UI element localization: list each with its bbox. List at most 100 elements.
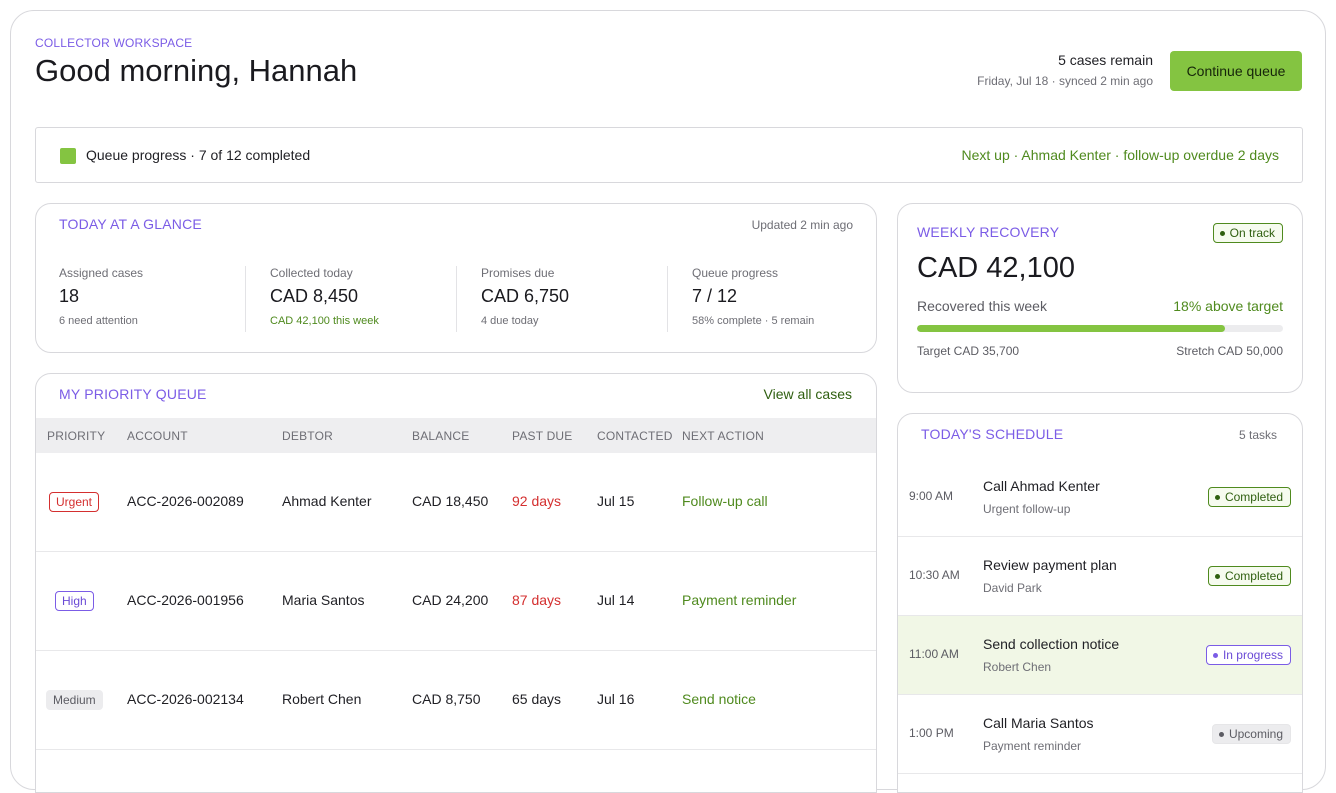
status-dot-icon: [1214, 494, 1220, 500]
contacted-cell: Jul 14: [597, 592, 635, 608]
stat-label: Collected today: [270, 266, 353, 280]
todays-schedule-card: TODAY'S SCHEDULE 5 tasks 9:00 AM Call Ah…: [897, 413, 1303, 793]
card-title: TODAY AT A GLANCE: [59, 216, 202, 232]
card-title: WEEKLY RECOVERY: [917, 224, 1060, 240]
upcoming-badge: Upcoming: [1211, 724, 1291, 744]
stretch-label: Stretch CAD 50,000: [1176, 344, 1283, 358]
debtor-cell: Robert Chen: [282, 691, 362, 707]
stat-collected-today: Collected today CAD 8,450 CAD 42,100 thi…: [245, 266, 455, 332]
badge-label: In progress: [1222, 648, 1283, 662]
continue-queue-button[interactable]: Continue queue: [1170, 51, 1302, 91]
account-cell: ACC-2026-002134: [127, 691, 244, 707]
column-header-past-due[interactable]: PAST DUE: [512, 429, 573, 443]
column-header-next-action[interactable]: NEXT ACTION: [682, 429, 764, 443]
schedule-time: 9:00 AM: [909, 489, 954, 503]
balance-cell: CAD 24,200: [412, 592, 489, 608]
view-all-cases-link[interactable]: View all cases: [763, 386, 852, 402]
schedule-item[interactable]: 9:00 AM Call Ahmad Kenter Urgent follow-…: [898, 458, 1302, 537]
stat-label: Assigned cases: [59, 266, 144, 280]
column-header-priority[interactable]: PRIORITY: [47, 429, 106, 443]
schedule-subtitle: Urgent follow-up: [983, 502, 1071, 516]
schedule-title: Send collection notice: [983, 636, 1120, 652]
schedule-subtitle: David Park: [983, 581, 1042, 595]
schedule-item[interactable]: 11:00 AM Send collection notice Robert C…: [898, 616, 1302, 695]
queue-summary: 5 cases remain Friday, Jul 18 · synced 2…: [977, 52, 1153, 88]
status-dot-icon: [1214, 573, 1220, 579]
priority-queue-card: MY PRIORITY QUEUE View all cases PRIORIT…: [35, 373, 877, 793]
schedule-title: Call Maria Santos: [983, 715, 1094, 731]
stat-sub: 58% complete · 5 remain: [692, 315, 815, 327]
status-dot-icon: [1212, 652, 1218, 658]
table-row[interactable]: Urgent ACC-2026-002089 Ahmad Kenter CAD …: [36, 453, 876, 552]
column-header-contacted[interactable]: CONTACTED: [597, 429, 673, 443]
schedule-item[interactable]: 10:30 AM Review payment plan David Park …: [898, 537, 1302, 616]
above-target-text: 18% above target: [1173, 298, 1283, 314]
weekly-amount: CAD 42,100: [917, 252, 1075, 284]
past-due-cell: 92 days: [512, 493, 562, 509]
column-header-account[interactable]: ACCOUNT: [127, 429, 188, 443]
column-header-debtor[interactable]: DEBTOR: [282, 429, 333, 443]
cases-remain-text: 5 cases remain: [1058, 52, 1153, 68]
schedule-item[interactable]: 1:00 PM Call Maria Santos Payment remind…: [898, 695, 1302, 774]
queue-progress-text: Queue progress · 7 of 12 completed: [86, 147, 311, 163]
completed-badge: Completed: [1207, 566, 1291, 586]
schedule-subtitle: Payment reminder: [983, 739, 1082, 753]
schedule-time: 1:00 PM: [909, 726, 954, 740]
table-row[interactable]: Medium ACC-2026-002134 Robert Chen CAD 8…: [36, 651, 876, 750]
stat-queue-progress: Queue progress 7 / 12 58% complete · 5 r…: [667, 266, 876, 332]
account-cell: ACC-2026-002089: [127, 493, 244, 509]
stat-value: 18: [59, 286, 80, 306]
column-header-balance[interactable]: BALANCE: [412, 429, 470, 443]
sync-status: Friday, Jul 18 · synced 2 min ago: [977, 74, 1153, 88]
stat-value: CAD 6,750: [481, 286, 570, 306]
recovery-progress-bar: [917, 325, 1283, 332]
stat-value: CAD 8,450: [270, 286, 359, 306]
stat-label: Promises due: [481, 266, 555, 280]
target-label: Target CAD 35,700: [917, 344, 1020, 358]
balance-cell: CAD 18,450: [412, 493, 489, 509]
badge-label: On track: [1229, 226, 1275, 240]
stat-promises-due: Promises due CAD 6,750 4 due today: [456, 266, 666, 332]
badge-label: Completed: [1224, 569, 1283, 583]
badge-label: Upcoming: [1228, 727, 1283, 741]
table-header: PRIORITY ACCOUNT DEBTOR BALANCE PAST DUE…: [36, 418, 876, 453]
table-row[interactable]: High ACC-2026-001956 Maria Santos CAD 24…: [36, 552, 876, 651]
stat-sub: 4 due today: [481, 315, 539, 327]
next-up-link[interactable]: Next up · Ahmad Kenter · follow-up overd…: [961, 147, 1279, 163]
schedule-title: Call Ahmad Kenter: [983, 478, 1100, 494]
schedule-subtitle: Robert Chen: [983, 660, 1052, 674]
recovered-label: Recovered this week: [917, 298, 1047, 314]
account-cell: ACC-2026-001956: [127, 592, 244, 608]
stat-sub: CAD 42,100 this week: [270, 315, 379, 327]
priority-badge: High: [55, 591, 94, 611]
stat-assigned-cases: Assigned cases 18 6 need attention: [59, 266, 269, 332]
task-count: 5 tasks: [1238, 428, 1277, 442]
contacted-cell: Jul 15: [597, 493, 635, 509]
schedule-time: 10:30 AM: [909, 568, 960, 582]
schedule-time: 11:00 AM: [909, 647, 959, 661]
next-action-link[interactable]: Send notice: [682, 691, 756, 707]
stat-sub: 6 need attention: [59, 315, 138, 327]
debtor-cell: Ahmad Kenter: [282, 493, 372, 509]
stat-value: 7 / 12: [692, 286, 738, 306]
page-title: Good morning, Hannah: [35, 53, 358, 88]
card-title: TODAY'S SCHEDULE: [921, 426, 1064, 442]
today-at-a-glance-card: TODAY AT A GLANCE Updated 2 min ago Assi…: [35, 203, 877, 353]
in-progress-badge: In progress: [1205, 645, 1291, 665]
schedule-title: Review payment plan: [983, 557, 1117, 573]
progress-indicator-icon: [60, 148, 76, 164]
next-action-link[interactable]: Payment reminder: [682, 592, 797, 608]
completed-badge: Completed: [1207, 487, 1291, 507]
priority-badge: Medium: [46, 690, 103, 710]
contacted-cell: Jul 16: [597, 691, 635, 707]
queue-progress-banner: Queue progress · 7 of 12 completed Next …: [35, 127, 1303, 183]
updated-timestamp: Updated 2 min ago: [751, 218, 853, 232]
on-track-badge: On track: [1212, 223, 1283, 243]
debtor-cell: Maria Santos: [282, 592, 365, 608]
weekly-recovery-card: WEEKLY RECOVERY On track CAD 42,100 Reco…: [897, 203, 1303, 393]
next-action-link[interactable]: Follow-up call: [682, 493, 768, 509]
status-dot-icon: [1218, 731, 1224, 737]
stat-label: Queue progress: [692, 266, 779, 280]
workspace-label: COLLECTOR WORKSPACE: [35, 36, 193, 50]
recovery-progress-fill: [917, 325, 1226, 332]
